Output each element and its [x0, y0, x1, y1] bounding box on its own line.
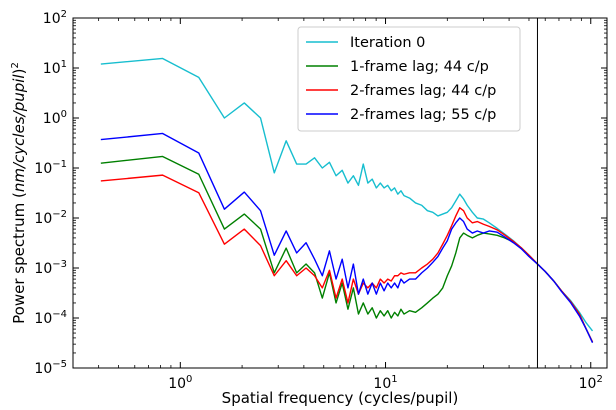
y-tick-label: 102 [43, 9, 67, 27]
y-tick-label: 100 [43, 109, 67, 127]
y-tick-label: 101 [43, 59, 67, 77]
series-line-2 [100, 155, 594, 343]
legend-label-3: 2-frames lag; 44 c/p [350, 83, 496, 99]
y-tick-label: 10−2 [34, 209, 67, 227]
legend-box [297, 26, 521, 132]
y-axis-title: Power spectrum (nm/cycles/pupil)2 [10, 62, 28, 324]
axes-group: 100 101 102 10−5 10−4 10−3 10−2 10−1 100 101 102 Sp… [10, 9, 608, 407]
legend-label-1: Iteration 0 [350, 35, 425, 51]
series-line-4 [100, 132, 594, 344]
y-tick-label: 10−4 [34, 309, 67, 327]
legend-label-2: 1-frame lag; 44 c/p [350, 59, 489, 75]
x-tick-label: 101 [373, 374, 397, 392]
y-tick-label: 10−1 [34, 159, 67, 177]
y-tick-label: 10−3 [34, 259, 67, 277]
series-group [100, 57, 594, 344]
x-tick-label: 102 [579, 374, 603, 392]
x-axis-title: Spatial frequency (cycles/pupil) [222, 389, 459, 407]
x-tick-label: 100 [168, 374, 192, 392]
legend: Iteration 0 1-frame lag; 44 c/p 2-frames l… [297, 26, 521, 132]
y-tick-label: 10−5 [34, 359, 67, 377]
legend-label-4: 2-frames lag; 55 c/p [350, 107, 496, 123]
series-line-3 [100, 174, 594, 343]
